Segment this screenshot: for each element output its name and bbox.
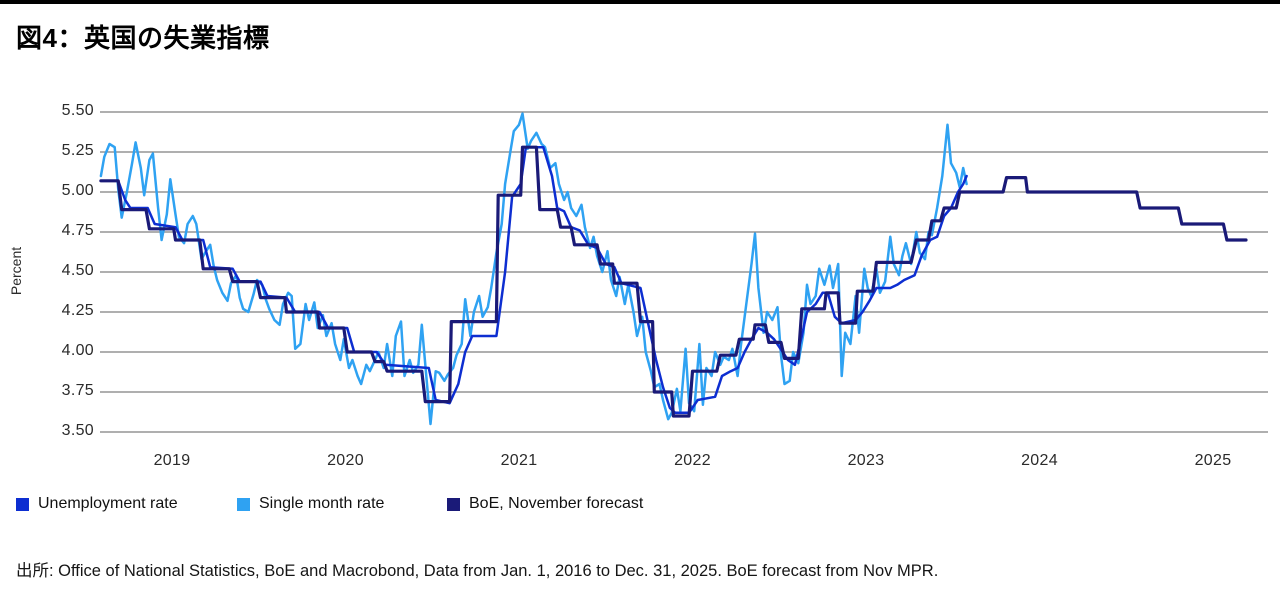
y-tick-label: 4.75: [61, 222, 94, 239]
y-tick-label: 3.75: [61, 382, 94, 399]
legend-swatch-icon: [447, 497, 460, 511]
x-tick-label: 2023: [847, 452, 885, 469]
legend-item-unemployment-rate: Unemployment rate: [16, 495, 237, 513]
legend-label: Unemployment rate: [38, 495, 178, 512]
y-tick-label: 4.50: [61, 262, 94, 279]
series-line-boe-november-forecast: [99, 145, 1248, 418]
legend-label: Single month rate: [259, 495, 385, 512]
y-axis-title: Percent: [8, 246, 24, 296]
top-border-bar: [0, 0, 1280, 4]
source-note: 出所: Office of National Statistics, BoE a…: [16, 562, 939, 580]
y-tick-label: 5.25: [61, 142, 94, 159]
legend-swatch-icon: [237, 497, 250, 511]
y-tick-label: 4.25: [61, 302, 94, 319]
legend-swatch-icon: [16, 497, 29, 511]
x-tick-label: 2019: [153, 452, 191, 469]
legend-item-boe-forecast: BoE, November forecast: [447, 495, 643, 513]
y-tick-label: 5.50: [61, 102, 94, 119]
x-tick-label: 2021: [500, 452, 538, 469]
chart-title: 図4：英国の失業指標: [16, 23, 270, 53]
y-tick-label: 4.00: [61, 342, 94, 359]
chart-legend: Unemployment rate Single month rate BoE,…: [16, 495, 643, 513]
legend-item-single-month-rate: Single month rate: [237, 495, 447, 513]
legend-label: BoE, November forecast: [469, 495, 644, 512]
x-tick-label: 2020: [327, 452, 364, 469]
series-line-single-month-rate: [99, 112, 968, 426]
y-tick-label: 5.00: [61, 182, 94, 199]
y-tick-label: 3.50: [61, 422, 94, 439]
x-tick-label: 2025: [1194, 452, 1232, 469]
x-tick-label: 2022: [674, 452, 711, 469]
x-tick-label: 2024: [1021, 452, 1058, 469]
